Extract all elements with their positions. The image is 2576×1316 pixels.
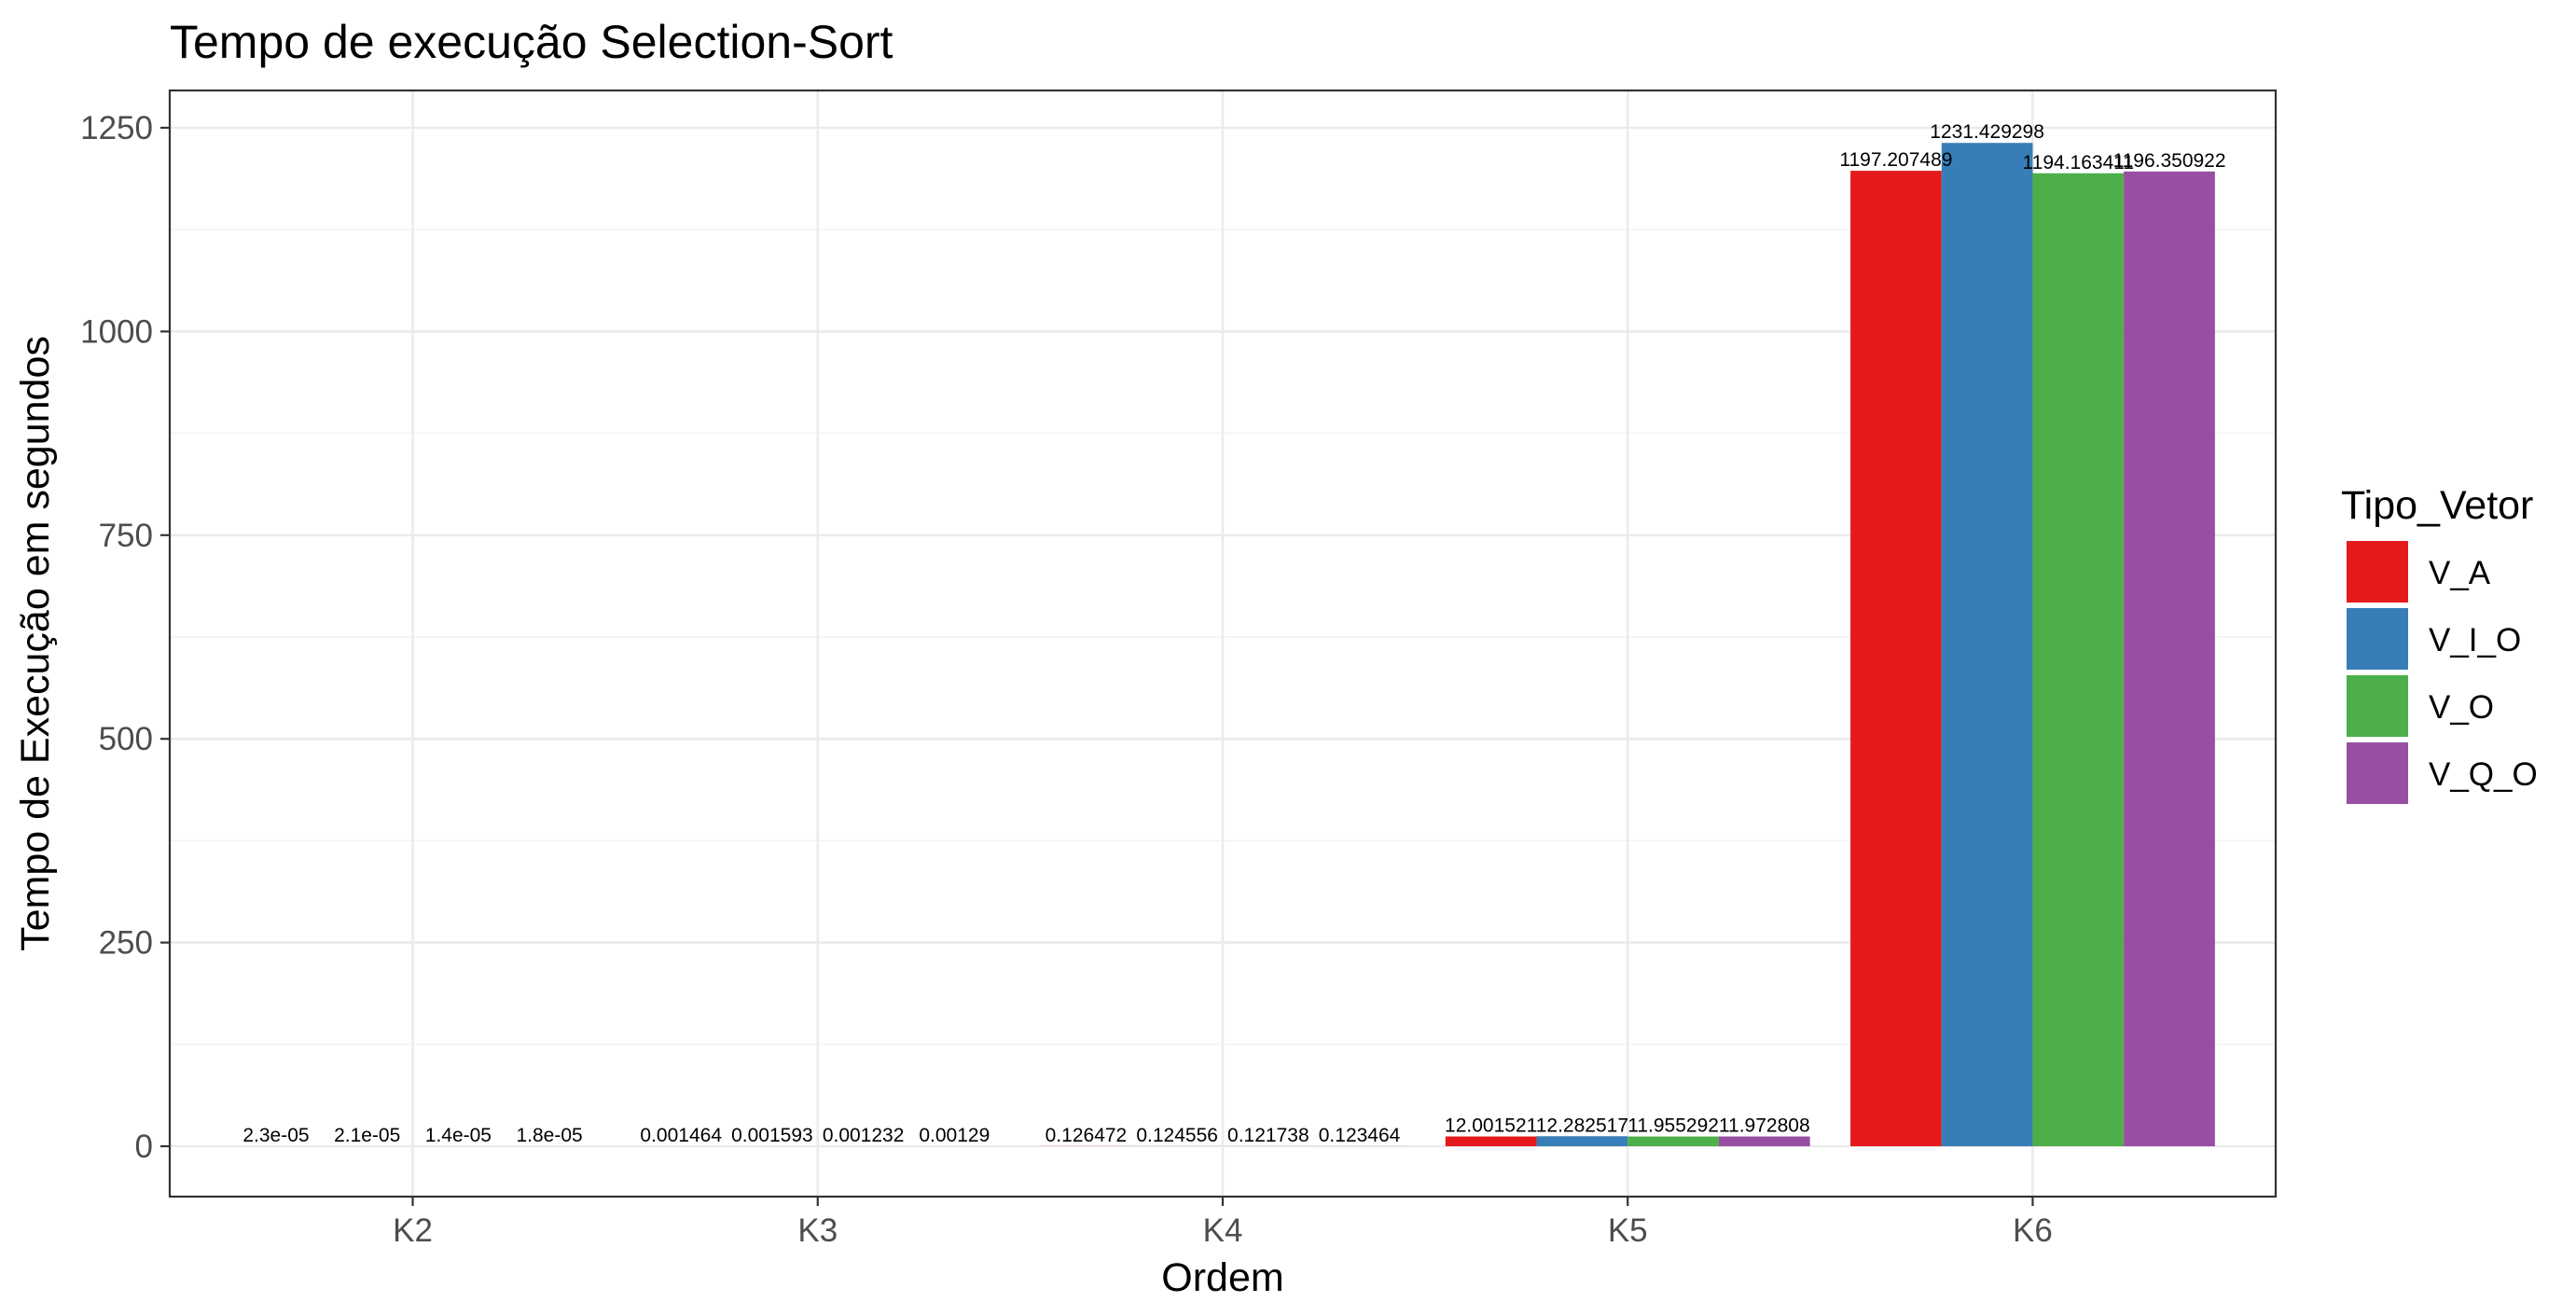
data-label-K3-V_Q_O: 0.00129 (919, 1125, 990, 1146)
bar-K6-V_I_O (1942, 143, 2033, 1146)
legend-key-V_A (2347, 541, 2408, 603)
legend-key-V_Q_O (2347, 742, 2408, 804)
data-label-K2-V_I_O: 2.1e-05 (334, 1125, 400, 1146)
bar-K5-V_A (1446, 1137, 1537, 1146)
data-label-K3-V_A: 0.001464 (640, 1125, 722, 1146)
legend-label-V_Q_O: V_Q_O (2429, 756, 2538, 793)
x-tick-label: K3 (797, 1212, 838, 1249)
chart-title: Tempo de execução Selection-Sort (170, 16, 893, 68)
bar-K6-V_A (1850, 171, 1942, 1146)
x-axis-title: Ordem (1161, 1255, 1283, 1300)
y-tick-label: 250 (99, 925, 153, 962)
data-label-K2-V_Q_O: 1.8e-05 (516, 1125, 582, 1146)
legend-key-V_I_O (2347, 608, 2408, 670)
data-label-K5-V_Q_O: 11.972808 (1719, 1115, 1810, 1137)
data-label-K6-V_Q_O: 1196.350922 (2112, 150, 2225, 172)
x-tick-label: K4 (1203, 1212, 1243, 1249)
y-axis-title: Tempo de Execução em segundos (13, 336, 58, 951)
data-label-K6-V_I_O: 1231.429298 (1930, 121, 2044, 143)
data-label-K2-V_O: 1.4e-05 (425, 1125, 492, 1146)
x-tick-label: K2 (393, 1212, 433, 1249)
data-label-K4-V_I_O: 0.124556 (1136, 1125, 1218, 1146)
data-label-K4-V_A: 0.126472 (1046, 1125, 1128, 1146)
data-label-K5-V_A: 12.001521 (1445, 1115, 1537, 1137)
legend-label-V_A: V_A (2429, 555, 2491, 591)
x-tick-label: K6 (2013, 1212, 2053, 1249)
data-label-K5-V_I_O: 12.282517 (1536, 1115, 1628, 1136)
legend-label-V_I_O: V_I_O (2429, 622, 2521, 658)
data-label-K2-V_A: 2.3e-05 (242, 1125, 309, 1146)
data-label-K6-V_A: 1197.207489 (1839, 149, 1952, 171)
y-tick-label: 750 (99, 518, 153, 554)
y-tick-label: 1250 (80, 110, 153, 146)
bar-K6-V_Q_O (2124, 172, 2215, 1146)
y-tick-label: 1000 (80, 313, 153, 350)
data-label-K3-V_I_O: 0.001593 (731, 1125, 813, 1146)
bar-K6-V_O (2032, 173, 2124, 1146)
y-tick-label: 500 (99, 721, 153, 757)
legend-label-V_O: V_O (2429, 689, 2494, 726)
bar-K5-V_I_O (1537, 1136, 1628, 1146)
y-tick-label: 0 (135, 1129, 153, 1165)
data-label-K4-V_Q_O: 0.123464 (1319, 1125, 1401, 1146)
data-label-K3-V_O: 0.001232 (823, 1125, 905, 1146)
x-tick-label: K5 (1608, 1212, 1648, 1249)
legend-key-V_O (2347, 675, 2408, 737)
legend-title: Tipo_Vetor (2341, 483, 2533, 528)
data-label-K5-V_O: 11.955292 (1627, 1115, 1719, 1137)
bar-K5-V_Q_O (1719, 1137, 1810, 1146)
bar-K5-V_O (1627, 1137, 1719, 1146)
data-label-K4-V_O: 0.121738 (1227, 1125, 1309, 1146)
